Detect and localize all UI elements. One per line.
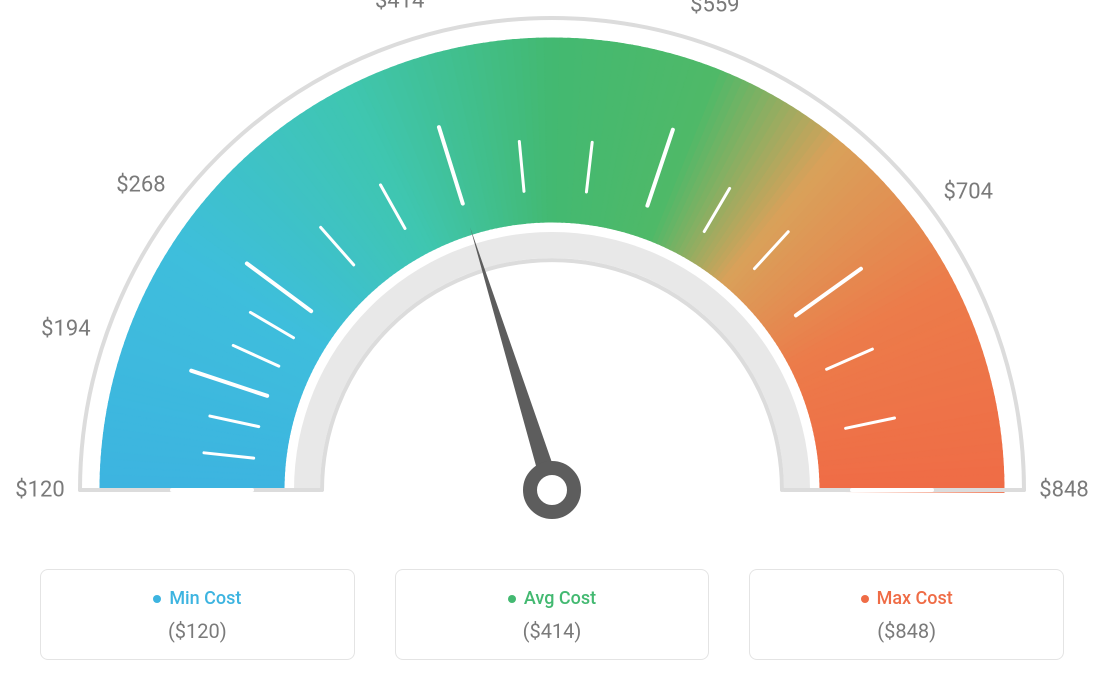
legend-title-min: Min Cost [153,588,241,609]
legend-title-text-min: Min Cost [169,588,241,609]
legend-dot-min [153,595,161,603]
legend-dot-max [861,595,869,603]
legend-title-text-avg: Avg Cost [524,588,596,609]
legend-dot-avg [508,595,516,603]
gauge-tick-label: $848 [1039,478,1088,503]
legend-value-max: ($848) [760,619,1053,643]
gauge-tick-label: $704 [944,179,993,204]
gauge-tick-label: $194 [41,317,90,342]
legend-value-min: ($120) [51,619,344,643]
legend-title-max: Max Cost [861,588,953,609]
gauge-tick-label: $559 [690,0,739,17]
legend-card-min: Min Cost ($120) [40,569,355,661]
gauge-chart: $120 $194 $268 $414 $559 $704 $848 [0,0,1104,560]
legend-card-max: Max Cost ($848) [749,569,1064,661]
gauge-tick-label: $268 [116,172,165,197]
gauge-svg [0,0,1104,560]
gauge-tick-label: $414 [375,0,424,14]
legend-value-avg: ($414) [406,619,699,643]
gauge-tick-label: $120 [15,478,64,503]
legend-card-avg: Avg Cost ($414) [395,569,710,661]
legend-row: Min Cost ($120) Avg Cost ($414) Max Cost… [0,569,1104,661]
legend-title-avg: Avg Cost [508,588,596,609]
legend-title-text-max: Max Cost [877,588,953,609]
